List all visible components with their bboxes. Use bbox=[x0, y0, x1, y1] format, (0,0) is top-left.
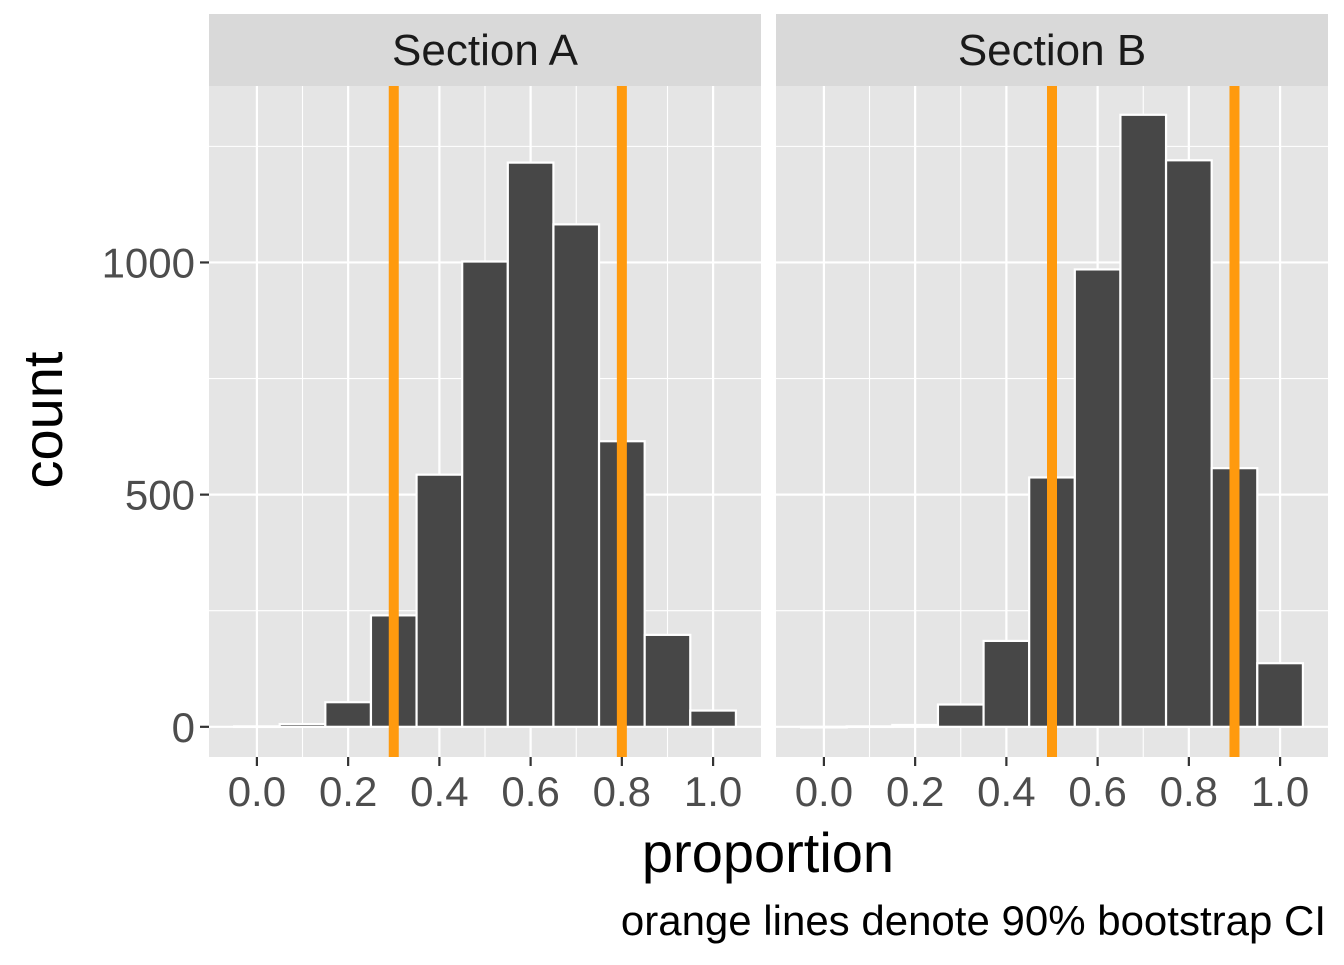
histogram-bar bbox=[845, 725, 894, 729]
x-tick-label: 0.4 bbox=[977, 768, 1035, 815]
x-axis-title: proportion bbox=[642, 821, 894, 884]
histogram-bar bbox=[643, 633, 692, 728]
histogram-bar bbox=[936, 703, 985, 728]
y-axis-title: count bbox=[11, 351, 74, 488]
histogram-bar bbox=[552, 223, 601, 728]
x-tick-label: 0.0 bbox=[228, 768, 286, 815]
y-tick-label: 500 bbox=[125, 472, 195, 519]
x-tick-label: 0.6 bbox=[501, 768, 559, 815]
x-tick-label: 0.0 bbox=[795, 768, 853, 815]
histogram-bar bbox=[891, 723, 940, 728]
histogram-bar bbox=[1119, 113, 1168, 728]
histogram-bar bbox=[799, 725, 848, 729]
x-tick-label: 1.0 bbox=[684, 768, 742, 815]
chart-caption: orange lines denote 90% bootstrap CI bbox=[621, 897, 1326, 944]
x-tick-label: 0.6 bbox=[1068, 768, 1126, 815]
histogram-bar bbox=[1164, 159, 1213, 728]
facet-strip-label: Section A bbox=[392, 26, 579, 75]
histogram-bar bbox=[1073, 268, 1122, 728]
x-tick-label: 0.2 bbox=[886, 768, 944, 815]
x-tick-label: 0.8 bbox=[1160, 768, 1218, 815]
facet-strip-label: Section B bbox=[958, 26, 1146, 75]
histogram-bar bbox=[324, 701, 373, 728]
histogram-bar bbox=[689, 709, 738, 728]
histogram-bar bbox=[1256, 662, 1305, 728]
x-tick-label: 1.0 bbox=[1251, 768, 1309, 815]
histogram-bar bbox=[232, 725, 281, 729]
histogram-bar bbox=[278, 722, 327, 728]
y-tick-label: 1000 bbox=[102, 239, 195, 286]
x-tick-label: 0.8 bbox=[593, 768, 651, 815]
facet-panels: Section A 0.0 0.2 0.4 0.6 0.8 1.0 Section B 0.0 0… bbox=[102, 14, 1328, 815]
facet-panel-2: Section B 0.0 0.2 0.4 0.6 0.8 1.0 bbox=[776, 14, 1328, 815]
histogram-bar bbox=[982, 639, 1031, 728]
histogram-bar bbox=[506, 161, 555, 728]
histogram-bar bbox=[415, 473, 464, 728]
facet-panel-1: Section A 0.0 0.2 0.4 0.6 0.8 1.0 bbox=[209, 14, 761, 815]
x-tick-label: 0.4 bbox=[410, 768, 468, 815]
y-tick-label: 0 bbox=[172, 704, 195, 751]
histogram-bar bbox=[461, 260, 509, 728]
facet-strip bbox=[776, 14, 1328, 86]
x-tick-label: 0.2 bbox=[319, 768, 377, 815]
facet-strip bbox=[209, 14, 761, 86]
